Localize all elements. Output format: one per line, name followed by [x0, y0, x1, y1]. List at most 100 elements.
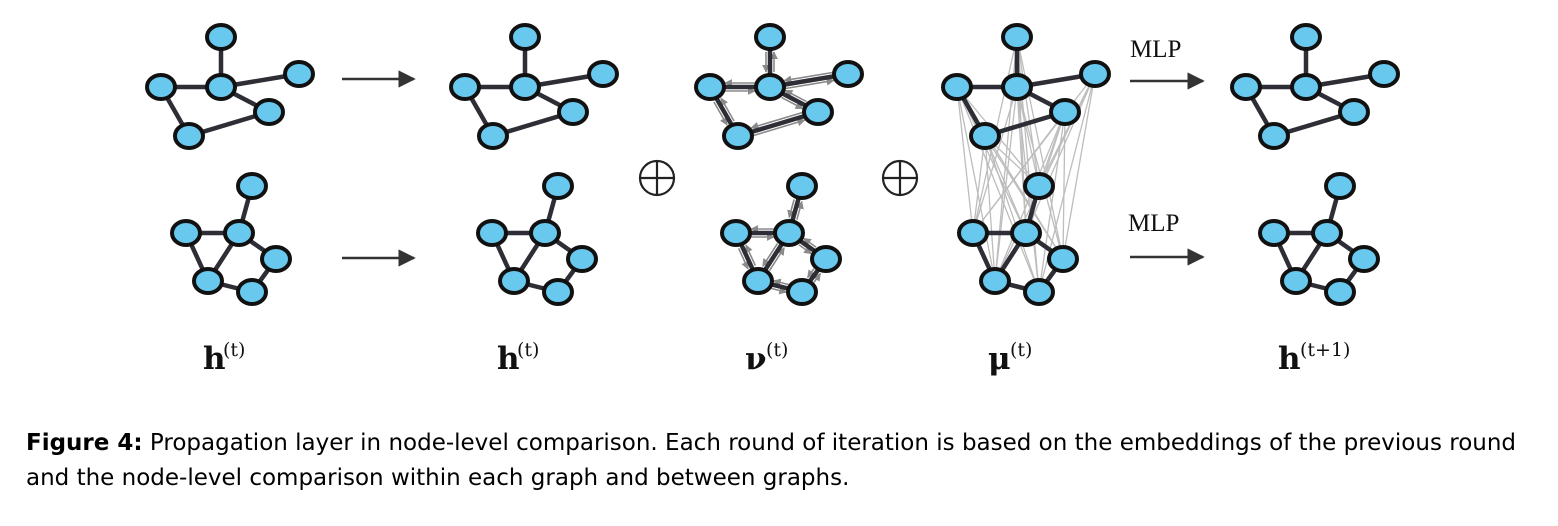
g2-bottom-node — [786, 172, 818, 200]
cross-graph-line — [1016, 36, 1040, 187]
g2-top-node — [694, 73, 726, 101]
g1-bottom-node — [476, 219, 508, 247]
cross-graph-line — [956, 86, 1040, 293]
label-h-t-1: h (t) — [203, 339, 245, 377]
nu-top-message-arrow — [720, 97, 735, 122]
g1-top-node — [587, 60, 619, 88]
label-nu-t: ν (t) — [745, 339, 788, 377]
cross-graph-line — [984, 135, 1064, 260]
g4-bottom-node — [1311, 219, 1343, 247]
oplus-operator-2 — [881, 159, 919, 197]
svg-text:(t): (t) — [766, 339, 788, 361]
g0-top-node — [145, 73, 177, 101]
g3-bottom-node — [1023, 278, 1055, 306]
nu-bottom-message-arrow — [796, 200, 804, 220]
nu-bottom-message-arrow — [802, 237, 817, 248]
nu-bottom-message-arrow — [806, 268, 816, 279]
g1-bottom-node — [498, 267, 530, 295]
label-h-t-plus-1: h (t+1) — [1278, 339, 1350, 377]
nu-bottom-message-arrow — [771, 286, 788, 295]
g1-top-node — [557, 98, 589, 126]
g4-bottom-node — [1258, 219, 1290, 247]
g3-bottom-node — [957, 219, 989, 247]
g1-bottom-node — [566, 245, 598, 273]
g4-top-node — [1258, 122, 1290, 150]
g3-top-node — [1079, 60, 1111, 88]
caption-label: Figure 4: — [26, 430, 143, 456]
g0-bottom-node — [260, 245, 292, 273]
g2-bottom-node — [786, 278, 818, 306]
label-mu-t: μ (t) — [988, 339, 1032, 377]
nu-bottom-message-arrow — [762, 242, 779, 267]
nu-bottom-message-arrow — [798, 244, 813, 255]
g2-bottom-node — [773, 219, 805, 247]
g3-bottom-node — [1047, 245, 1079, 273]
g2-bottom-node — [742, 267, 774, 295]
nu-top-message-arrow — [784, 89, 807, 103]
g1-top-node — [509, 73, 541, 101]
nu-bottom-message-arrow — [772, 278, 789, 287]
svg-text:h: h — [1278, 341, 1301, 377]
message-arrows — [713, 51, 835, 295]
g0-bottom-node — [236, 278, 268, 306]
g4-top-node — [1368, 60, 1400, 88]
g0-top-node — [205, 73, 237, 101]
figure-caption: Figure 4: Propagation layer in node-leve… — [26, 426, 1532, 496]
svg-text:(t): (t) — [1010, 339, 1032, 361]
g4-top-node — [1290, 23, 1322, 51]
g0-top-node — [205, 23, 237, 51]
g4-bottom-node — [1348, 245, 1380, 273]
label-h-t-2: h (t) — [497, 339, 539, 377]
g3-top-node — [941, 73, 973, 101]
g0-bottom-node — [223, 219, 255, 247]
g3-top-node — [1001, 73, 1033, 101]
cross-graph-line — [1016, 36, 1064, 260]
cross-graph-line — [1016, 86, 1040, 187]
g0-bottom-node — [192, 267, 224, 295]
g4-bottom-node — [1324, 172, 1356, 200]
g3-bottom-node — [1023, 172, 1055, 200]
g4-top-node — [1338, 98, 1370, 126]
g1-top-node — [509, 23, 541, 51]
g0-top-node — [253, 98, 285, 126]
g0-bottom-node — [236, 172, 268, 200]
nu-bottom-message-arrow — [787, 199, 795, 219]
g2-top-node — [754, 73, 786, 101]
svg-text:h: h — [203, 341, 226, 377]
svg-text:ν: ν — [745, 341, 767, 377]
g4-bottom-node — [1280, 267, 1312, 295]
svg-text:h: h — [497, 341, 520, 377]
nu-bottom-message-arrow — [812, 272, 822, 283]
g4-bottom-node — [1324, 278, 1356, 306]
g2-top-node — [832, 60, 864, 88]
cross-graph-line — [972, 111, 1066, 234]
g2-top-node — [754, 23, 786, 51]
cross-graph-line — [984, 135, 1040, 293]
nu-bottom-message-arrow — [768, 247, 785, 272]
g2-top-node — [802, 98, 834, 126]
cross-graph-line — [984, 135, 1027, 234]
nu-bottom-message-arrow — [745, 244, 757, 267]
graph-nodes — [145, 23, 1400, 306]
cross-graph-line — [972, 135, 986, 234]
cross-graph-line — [1025, 73, 1096, 234]
g4-top-node — [1290, 73, 1322, 101]
nu-top-message-arrow — [713, 101, 728, 126]
g0-top-node — [283, 60, 315, 88]
svg-text:μ: μ — [988, 341, 1011, 377]
mlp-label-top: MLP — [1130, 36, 1181, 63]
g2-bottom-node — [720, 219, 752, 247]
cross-graph-line — [956, 86, 996, 282]
g1-bottom-node — [542, 278, 574, 306]
g3-top-node — [1049, 98, 1081, 126]
nu-bottom-message-arrow — [737, 247, 749, 270]
g2-top-node — [722, 122, 754, 150]
cross-graph-line — [1062, 111, 1066, 260]
g0-top-node — [173, 122, 205, 150]
cross-graph-line — [956, 86, 974, 234]
cross-graph-line — [984, 135, 996, 282]
g1-bottom-node — [542, 172, 574, 200]
oplus-operator-1 — [638, 159, 676, 197]
svg-text:(t): (t) — [517, 339, 539, 361]
svg-text:(t+1): (t+1) — [1300, 339, 1350, 361]
